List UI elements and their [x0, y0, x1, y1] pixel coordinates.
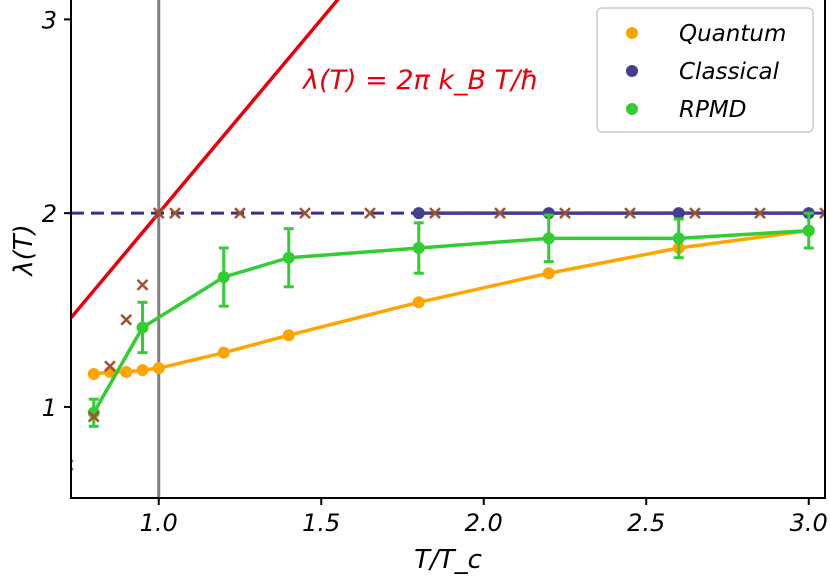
quantum-point	[87, 367, 100, 380]
y-tick-label: 2	[42, 200, 57, 228]
x-tick-label: 1.5	[302, 509, 340, 537]
cross-marker	[152, 207, 165, 220]
quantum-point	[542, 267, 555, 280]
cross-marker	[87, 410, 100, 423]
cross-marker	[169, 207, 181, 220]
quantum-point	[136, 364, 149, 377]
classical-point	[412, 207, 425, 220]
cross-marker	[104, 360, 116, 373]
quantum-point	[152, 362, 165, 375]
x-tick-label: 3.0	[790, 509, 828, 537]
rpmd-point	[136, 321, 149, 334]
plot-frame	[70, 0, 826, 499]
x-axis-label: T/T_c	[414, 545, 482, 575]
axes: 1.0 1.5 2.0 2.5 3.0 1 2 3	[42, 0, 828, 537]
cross-marker	[754, 207, 766, 220]
quantum-point	[412, 296, 425, 309]
quantum-line	[93, 228, 809, 376]
rpmd-point	[282, 251, 295, 264]
x-tick-label: 1.0	[140, 509, 178, 537]
rpmd-point	[802, 224, 815, 237]
quantum-point	[282, 329, 295, 342]
rpmd-line	[92, 228, 809, 414]
rpmd-point	[542, 232, 555, 245]
legend-label-quantum: Quantum	[679, 21, 786, 47]
rpmd-point	[217, 271, 230, 284]
legend-marker-rpmd	[626, 103, 638, 115]
cross-marker	[624, 207, 636, 220]
y-axis-label: λ(T)	[9, 224, 39, 278]
rpmd-point	[87, 406, 100, 419]
cross-marker	[429, 207, 441, 220]
cross-marker	[689, 207, 701, 220]
legend-marker-classical	[626, 65, 638, 77]
legend-marker-quantum	[626, 27, 638, 39]
legend-box	[596, 7, 814, 133]
cross-marker	[120, 313, 133, 326]
y-tick-label: 3	[42, 6, 57, 34]
cross-marker	[299, 207, 311, 220]
x-tick-label: 2.0	[465, 509, 503, 537]
cross-marker	[819, 207, 825, 220]
rpmd-point	[412, 242, 425, 255]
legend-label-rpmd: RPMD	[679, 97, 746, 123]
legend-label-classical: Classical	[679, 59, 780, 85]
red-linear-line	[71, 0, 340, 319]
data-layer	[71, 207, 825, 471]
cross-marker	[234, 207, 246, 220]
classical-point	[672, 207, 685, 220]
cross-marker	[559, 207, 571, 220]
quantum-point	[217, 346, 230, 359]
cross-marker	[136, 278, 149, 291]
formula-annotation: λ(T) = 2π k_B T/ħ	[301, 65, 539, 96]
y-tick-label: 1	[42, 394, 57, 422]
cross-marker	[364, 207, 376, 220]
quantum-point	[120, 366, 133, 379]
x-tick-label: 2.5	[627, 509, 665, 537]
rpmd-point	[672, 232, 685, 245]
legend: Quantum Classical RPMD	[596, 7, 814, 133]
cross-marker	[494, 207, 506, 220]
